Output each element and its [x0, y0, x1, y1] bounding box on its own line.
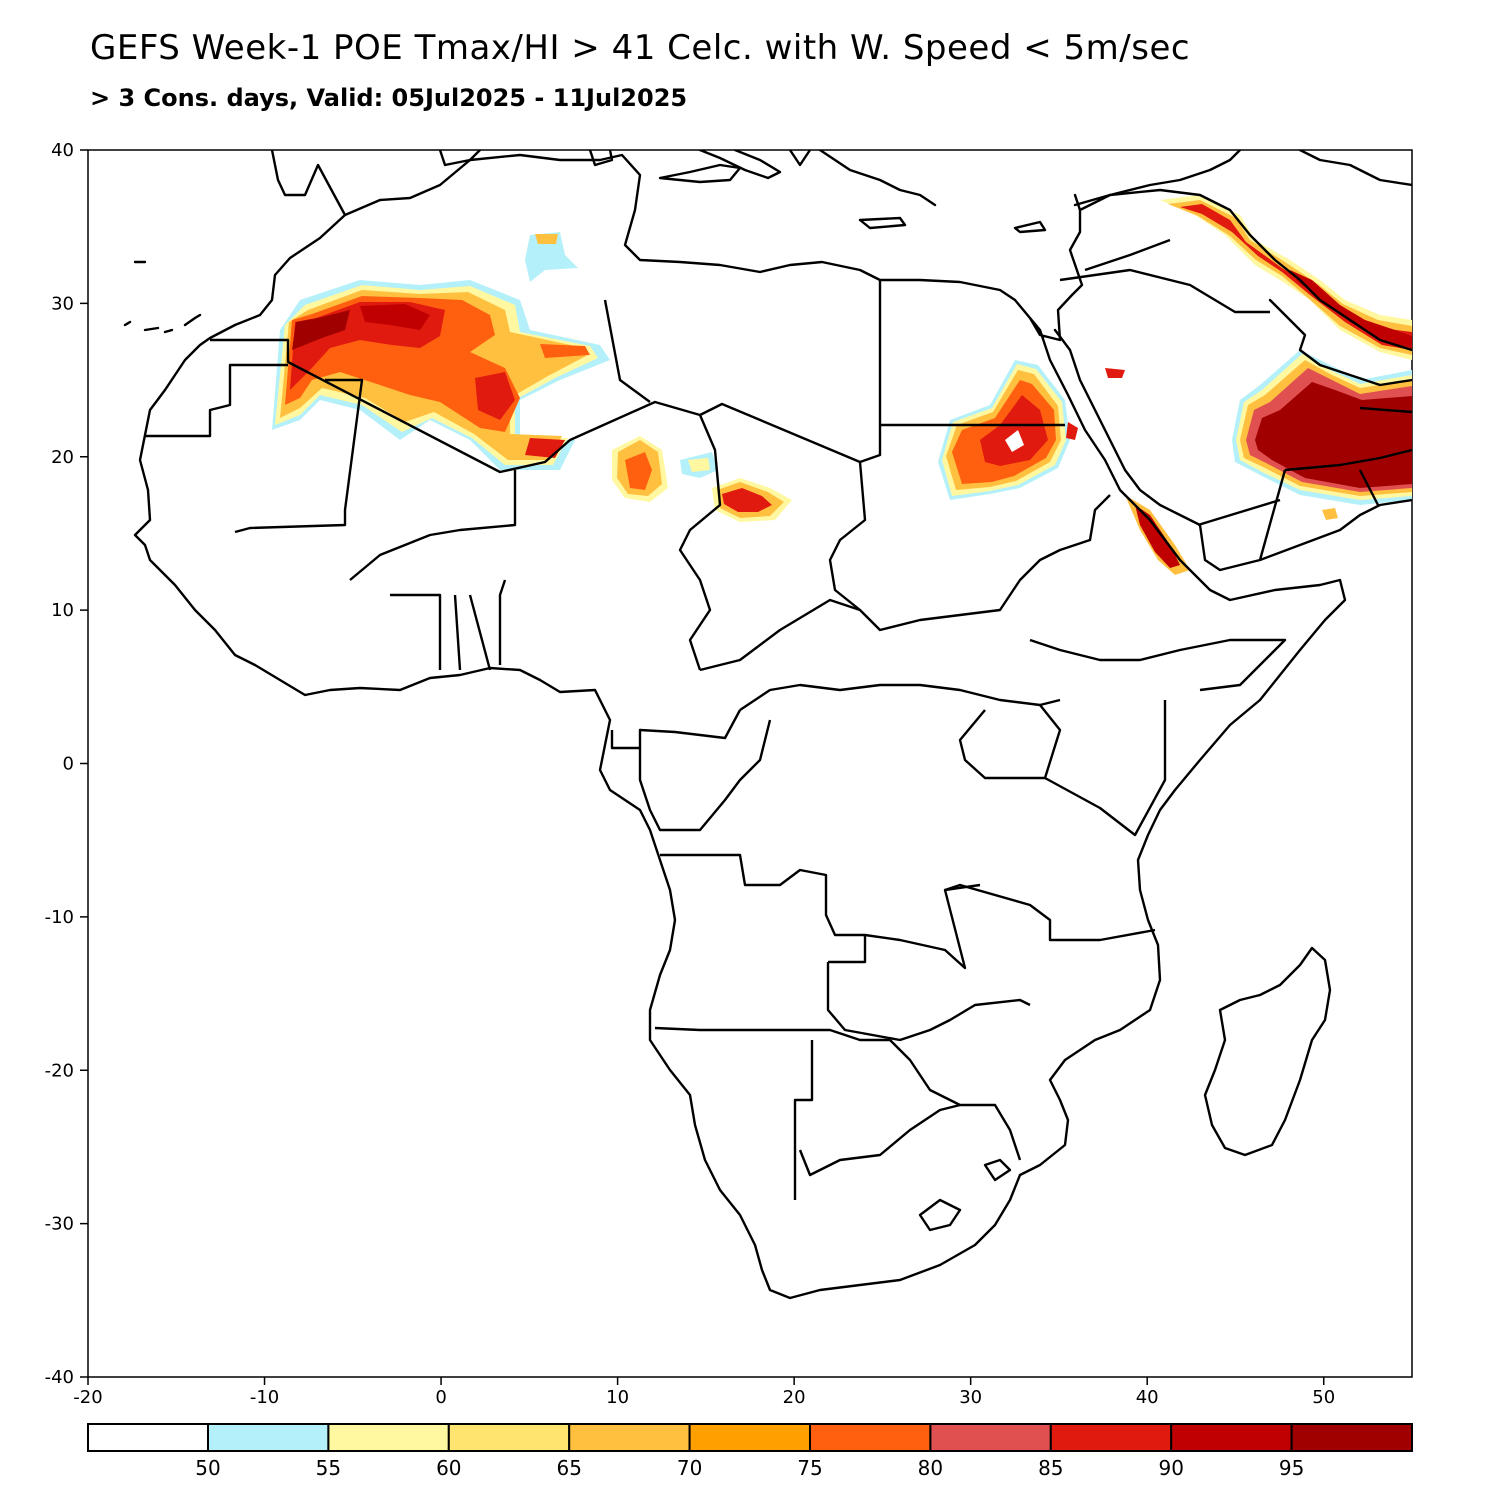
colorbar-swatch: [929, 1423, 1052, 1452]
y-tick-label: 10: [51, 600, 74, 621]
hotspot-sudan: [938, 360, 1125, 500]
coastlines: [123, 150, 1412, 1300]
colorbar-label: 85: [1038, 1456, 1063, 1480]
hotspot-niger: [612, 436, 718, 502]
x-tick-label: 20: [783, 1387, 806, 1408]
africa-coastline: [133, 150, 1347, 1300]
hotspot-northwest-africa: [272, 232, 610, 470]
colorbar-swatch: [327, 1423, 450, 1452]
colorbar-label: 90: [1158, 1456, 1183, 1480]
hotspot-eritrea: [1125, 495, 1190, 575]
colorbar-swatch: [568, 1423, 691, 1452]
x-tick-label: -10: [250, 1387, 279, 1408]
europe-coastline: [438, 150, 1412, 212]
colorbar-label: 70: [677, 1456, 702, 1480]
colorbar-label: 80: [918, 1456, 943, 1480]
x-tick-label: 10: [606, 1387, 629, 1408]
colorbar-swatch: [207, 1423, 330, 1452]
crete-coastline: [858, 216, 907, 230]
hotspot-chad: [712, 478, 792, 522]
country-borders: [145, 238, 1412, 1232]
cyprus-coastline: [1013, 220, 1047, 234]
y-tick-label: -30: [45, 1214, 74, 1235]
colorbar-swatch: [87, 1423, 209, 1452]
canary-islands: [123, 260, 202, 334]
y-axis: 40 30 20 10 0 -10 -20 -30 -40: [45, 140, 88, 1388]
arabia-coastline: [1053, 188, 1412, 572]
x-tick-label: -20: [73, 1387, 102, 1408]
probability-shading: [272, 195, 1412, 575]
colorbar-swatch: [809, 1423, 932, 1452]
x-tick-label: 50: [1312, 1387, 1335, 1408]
colorbar-swatch: [447, 1423, 571, 1452]
x-tick-label: 30: [959, 1387, 982, 1408]
y-tick-label: -20: [45, 1060, 74, 1081]
y-tick-label: -40: [45, 1367, 74, 1388]
madagascar-coastline: [1203, 946, 1332, 1157]
map-content: [123, 150, 1412, 1300]
colorbar-label: 75: [797, 1456, 822, 1480]
y-tick-label: 40: [51, 140, 74, 161]
colorbar-swatch: [688, 1423, 811, 1452]
colorbar-label: 60: [436, 1456, 461, 1480]
y-tick-label: 0: [63, 754, 74, 775]
colorbar-swatch: [1170, 1423, 1293, 1452]
x-tick-label: 0: [435, 1387, 446, 1408]
map-subtitle: > 3 Cons. days, Valid: 05Jul2025 - 11Jul…: [90, 84, 688, 112]
colorbar-swatch: [1049, 1423, 1173, 1452]
y-tick-label: 20: [51, 447, 74, 468]
colorbar-label: 65: [556, 1456, 581, 1480]
x-tick-label: 40: [1136, 1387, 1159, 1408]
map-title: GEFS Week-1 POE Tmax/HI > 41 Celc. with …: [90, 28, 1191, 68]
hotspot-arabia: [1232, 350, 1412, 505]
colorbar: 50 55 60 65 70 75 80 85 90 95: [87, 1423, 1413, 1480]
colorbar-label: 55: [316, 1456, 341, 1480]
x-axis: -20 -10 0 10 20 30 40 50: [73, 1377, 1335, 1408]
colorbar-label: 95: [1279, 1456, 1304, 1480]
hotspot-yemen-coast: [1322, 508, 1338, 520]
colorbar-swatch: [1290, 1423, 1413, 1452]
y-tick-label: 30: [51, 293, 74, 314]
y-tick-label: -10: [45, 907, 74, 928]
colorbar-label: 50: [195, 1456, 220, 1480]
